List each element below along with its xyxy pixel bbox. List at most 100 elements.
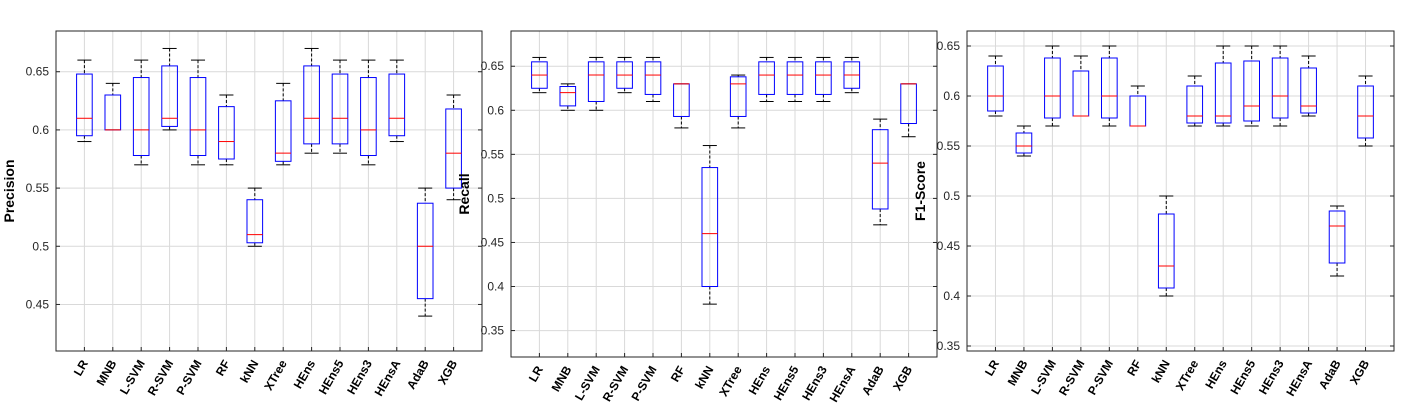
plot-area-frame	[55, 30, 483, 352]
x-tick-label: HEns5	[1227, 357, 1258, 397]
box-AdaB	[871, 118, 889, 226]
box-LR	[531, 56, 548, 94]
x-tick-label: XTree	[261, 357, 290, 393]
y-tick-label: 0.35	[937, 339, 961, 353]
box-AdaB	[1328, 205, 1346, 277]
box-R-SVM	[161, 47, 178, 131]
box-XTree	[729, 74, 747, 129]
box-HEnsA	[1300, 55, 1317, 117]
box-iqr	[445, 108, 462, 189]
y-tick-label: 0.5	[32, 239, 49, 253]
y-tick-label: 0.65	[937, 39, 961, 53]
box-R-SVM	[1072, 55, 1090, 117]
box-iqr	[1271, 57, 1289, 119]
y-tick-label: 0.35	[481, 324, 505, 338]
box-kNN	[1157, 195, 1175, 297]
box-iqr	[246, 199, 264, 244]
box-HEns5	[786, 56, 804, 102]
y-tick-label: 0.5	[487, 191, 504, 205]
box-P-SVM	[1101, 45, 1118, 127]
box-iqr	[161, 65, 178, 127]
x-tick-label: L-SVM	[572, 364, 603, 403]
box-iqr	[1101, 57, 1118, 119]
box-XTree	[1186, 75, 1204, 127]
y-tick-label: 0.45	[937, 239, 961, 253]
plot-area-frame	[966, 30, 1395, 352]
plot-area-frame	[510, 30, 938, 358]
x-tick-label: XTree	[716, 363, 745, 399]
box-iqr	[218, 106, 235, 160]
x-tick-label: XGB	[435, 357, 460, 387]
x-tick-label: HEns	[746, 363, 774, 397]
x-tick-label: XTree	[1173, 357, 1202, 393]
box-iqr	[587, 61, 605, 102]
x-tick-label: HEnsA	[1283, 357, 1315, 398]
x-tick-label: HEnsA	[372, 357, 404, 398]
box-XTree	[274, 82, 292, 166]
x-tick-label: RF	[213, 358, 233, 379]
chart-panel-1: 0.45 0.5 0.55 0.6 0.65 Precision LR MNBL-SVMR-S…	[1, 30, 483, 399]
x-tick-label: MNB	[1005, 357, 1031, 388]
box-kNN	[246, 187, 264, 247]
y-axis-label: F1-Score	[912, 161, 928, 221]
box-iqr	[1243, 60, 1260, 122]
box-R-SVM	[616, 56, 633, 94]
x-tick-label: HEns3	[1256, 357, 1287, 397]
x-tick-label: L-SVM	[1028, 358, 1059, 397]
box-iqr	[644, 61, 662, 95]
x-tick-label: HEns5	[771, 363, 802, 403]
box-iqr	[303, 65, 320, 145]
box-HEns3	[815, 56, 832, 102]
box-iqr	[388, 73, 406, 137]
box-iqr	[1157, 213, 1175, 289]
x-tick-label: P-SVM	[628, 364, 659, 404]
x-tick-label: R-SVM	[145, 358, 176, 398]
y-tick-label: 0.5	[943, 189, 960, 203]
box-MNB	[1015, 125, 1033, 157]
x-tick-label: P-SVM	[173, 358, 204, 398]
y-tick-label: 0.6	[32, 123, 49, 137]
x-tick-label: AdaB	[1316, 357, 1344, 391]
box-HEnsA	[388, 59, 406, 143]
x-tick-label: HEnsA	[827, 363, 859, 404]
box-iqr	[786, 61, 804, 95]
y-axis-label: Recall	[456, 173, 472, 214]
x-tick-label: RF	[1124, 358, 1144, 379]
x-tick-label: kNN	[692, 364, 716, 392]
box-HEns5	[1243, 45, 1260, 127]
box-iqr	[274, 100, 292, 162]
box-iqr	[1357, 85, 1374, 139]
x-tick-label: XGB	[1347, 357, 1372, 387]
box-iqr	[132, 77, 150, 157]
x-tick-label: LR	[526, 363, 546, 384]
box-XGB	[900, 83, 917, 138]
box-iqr	[1328, 210, 1346, 264]
box-iqr	[1300, 67, 1317, 114]
box-HEns3	[1271, 45, 1289, 127]
box-XGB	[445, 94, 462, 201]
box-iqr	[1214, 62, 1232, 124]
y-tick-label: 0.6	[487, 103, 504, 117]
box-iqr	[729, 76, 747, 117]
box-iqr	[1015, 132, 1033, 154]
y-tick-label: 0.6	[943, 89, 960, 103]
y-tick-label: 0.45	[26, 297, 50, 311]
x-tick-label: HEns	[291, 357, 319, 391]
box-HEnsA	[843, 56, 861, 94]
box-iqr	[871, 129, 889, 210]
x-tick-label: AdaB	[859, 363, 887, 397]
x-tick-label: HEns5	[316, 357, 347, 397]
box-MNB	[104, 82, 122, 131]
x-tick-label: LR	[71, 357, 91, 378]
x-tick-label: XGB	[890, 363, 915, 393]
box-iqr	[360, 77, 377, 157]
x-tick-label: HEns	[1202, 357, 1230, 391]
y-tick-label: 0.65	[481, 59, 505, 73]
y-tick-label: 0.45	[481, 235, 505, 249]
box-P-SVM	[189, 59, 207, 166]
x-tick-label: kNN	[1149, 358, 1173, 386]
y-tick-label: 0.65	[26, 65, 50, 79]
x-tick-label: HEns3	[344, 357, 375, 397]
x-tick-label: P-SVM	[1085, 358, 1116, 398]
